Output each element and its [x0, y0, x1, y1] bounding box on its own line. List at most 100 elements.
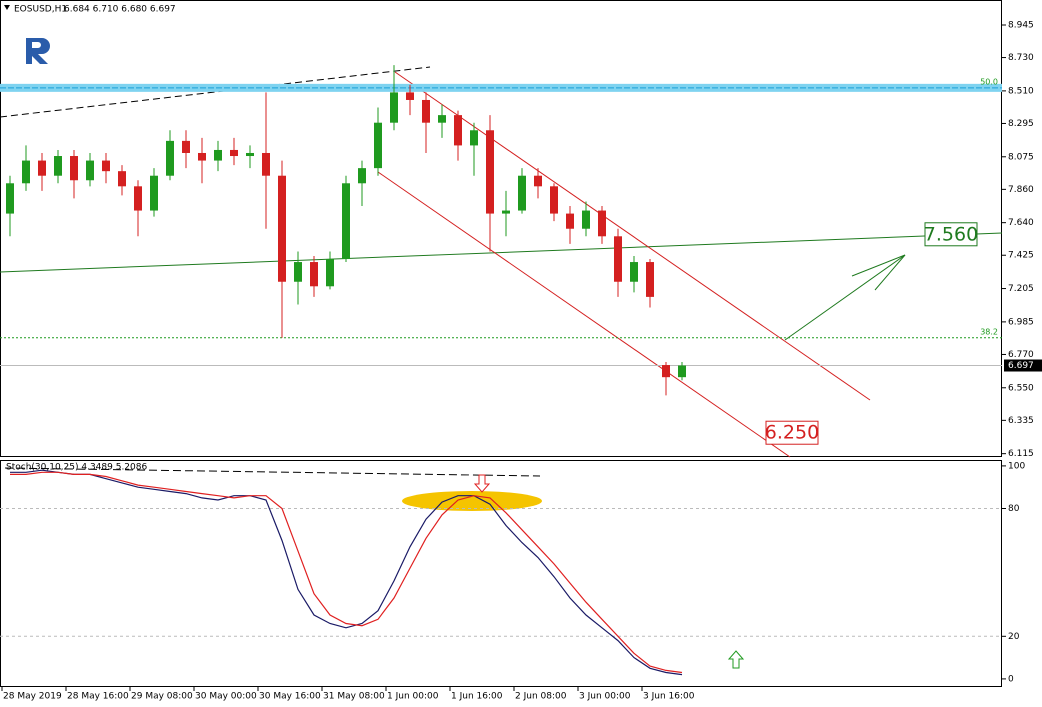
- candle-body: [662, 365, 670, 378]
- y-tick-label: 6.550: [1008, 383, 1034, 393]
- candle-body: [550, 186, 558, 214]
- candle-body: [118, 171, 126, 187]
- y-tick-label: 8.945: [1008, 20, 1034, 30]
- candle-body: [678, 365, 686, 378]
- candle-body: [406, 92, 414, 100]
- y-tick-label: 6.770: [1008, 350, 1034, 360]
- ind-tick-label: 80: [1008, 504, 1020, 514]
- symbol: EOSUSD,H1: [14, 5, 67, 15]
- candle-body: [358, 168, 366, 184]
- candle-body: [518, 175, 526, 211]
- y-tick-label: 6.115: [1008, 449, 1034, 459]
- last-price-label: 6.697: [1008, 361, 1034, 371]
- y-tick-label: 8.295: [1008, 119, 1034, 129]
- candle-body: [246, 152, 254, 157]
- candle-body: [6, 183, 14, 214]
- arrow-head: [851, 254, 906, 291]
- candle-body: [646, 262, 654, 297]
- y-tick-label: 8.075: [1008, 152, 1034, 162]
- y-tick-label: 8.730: [1008, 53, 1034, 63]
- y-tick-label: 8.510: [1008, 86, 1034, 96]
- arrow: [784, 254, 906, 341]
- menu-arrow: [4, 5, 10, 10]
- ohlc: 6.684 6.710 6.680 6.697: [64, 5, 176, 15]
- last-price-box: [1004, 359, 1042, 372]
- candle-body: [438, 115, 446, 123]
- candle-body: [134, 186, 142, 211]
- x-tick-label: 31 May 08:00: [323, 692, 385, 702]
- x-tick-label: 1 Jun 16:00: [451, 692, 503, 702]
- ind-tick-label: 0: [1008, 674, 1014, 684]
- candle-body: [278, 175, 286, 282]
- candle-body: [262, 152, 270, 176]
- x-tick-label: 29 May 08:00: [131, 692, 193, 702]
- candle-body: [374, 122, 382, 169]
- x-tick-label: 2 Jun 08:00: [515, 692, 567, 702]
- y-tick-label: 7.640: [1008, 218, 1034, 228]
- x-tick-label: 3 Jun 16:00: [643, 692, 695, 702]
- candle-body: [166, 140, 174, 176]
- x-tick-label: 30 May 00:00: [195, 692, 257, 702]
- candle-body: [198, 152, 206, 161]
- candle-body: [470, 130, 478, 146]
- candle-body: [534, 175, 542, 187]
- trend-line: [0, 232, 1003, 273]
- candle-body: [502, 210, 510, 214]
- fib-label: 50.0: [980, 77, 998, 86]
- x-tick-label: 28 May 16:00: [67, 692, 129, 702]
- x-tick-label: 30 May 16:00: [259, 692, 321, 702]
- candle-body: [614, 236, 622, 282]
- y-tick-label: 7.860: [1008, 185, 1034, 195]
- target-box: [924, 222, 978, 247]
- highlight: [402, 491, 542, 511]
- candle-body: [598, 210, 606, 237]
- candle-body: [182, 140, 190, 153]
- candle-body: [630, 262, 638, 282]
- y-tick-label: 7.425: [1008, 251, 1034, 261]
- channel-line: [377, 171, 791, 458]
- candle-body: [310, 262, 318, 287]
- candle-body: [294, 262, 302, 282]
- candle-body: [38, 160, 46, 176]
- x-tick-label: 3 Jun 00:00: [579, 692, 631, 702]
- fib-label: 38.2: [980, 327, 998, 336]
- x-tick-label: 1 Jun 00:00: [387, 692, 439, 702]
- candle-body: [214, 149, 222, 161]
- candle-body: [486, 130, 494, 214]
- candle-body: [566, 213, 574, 229]
- ind-tick-label: 100: [1008, 461, 1025, 471]
- trend-line: [0, 66, 431, 118]
- logo: [26, 38, 50, 64]
- candle-body: [582, 210, 590, 229]
- target-box: [765, 420, 819, 445]
- channel-line: [394, 71, 871, 401]
- candle-body: [230, 149, 238, 157]
- target-label: 6.250: [765, 422, 819, 444]
- candle-body: [86, 160, 94, 181]
- down-arrow: [473, 474, 491, 493]
- candle-body: [342, 183, 350, 260]
- candle-body: [22, 160, 30, 184]
- candle-body: [454, 115, 462, 146]
- indicator-title: Stoch(30,10,25) 4.3489 5.2086: [6, 463, 147, 473]
- trend-line: [4, 467, 541, 477]
- candle-body: [390, 92, 398, 123]
- y-tick-label: 7.205: [1008, 284, 1034, 294]
- main-frame: [0, 0, 1002, 457]
- y-tick-label: 6.335: [1008, 416, 1034, 426]
- ind-tick-label: 20: [1008, 632, 1020, 642]
- candle-body: [326, 259, 334, 287]
- up-arrow: [727, 650, 745, 669]
- candle-body: [150, 175, 158, 211]
- x-tick-label: 28 May 2019: [3, 692, 62, 702]
- stoch-line: [10, 471, 683, 674]
- y-tick-label: 6.985: [1008, 317, 1034, 327]
- candle-body: [54, 156, 62, 176]
- candle-body: [70, 156, 78, 181]
- candle-body: [102, 160, 110, 172]
- candle-body: [422, 99, 430, 123]
- target-label: 7.560: [924, 223, 978, 245]
- stoch-line: [10, 469, 683, 676]
- indicator-frame: [0, 460, 1002, 687]
